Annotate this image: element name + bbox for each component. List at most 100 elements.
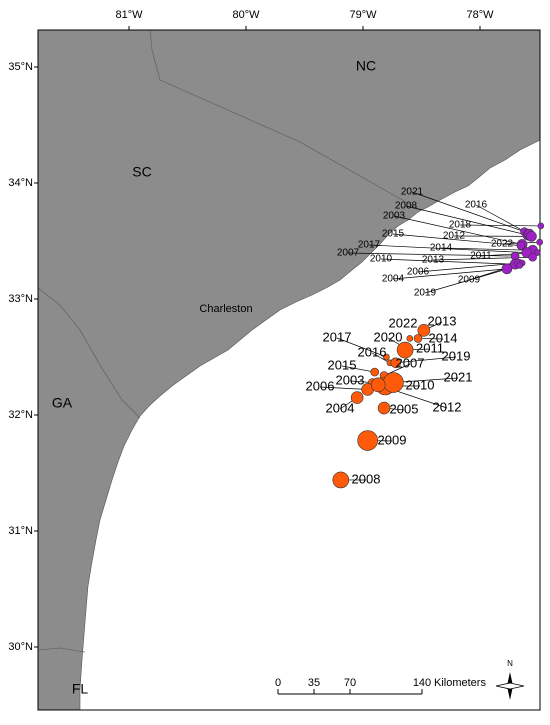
- scale-label: 35: [308, 677, 320, 689]
- leader-line: [347, 252, 516, 257]
- leader-line: [368, 244, 527, 253]
- year-label: 2016: [358, 344, 387, 359]
- state-label: FL: [72, 681, 89, 697]
- ga-sc-border: [38, 287, 141, 419]
- year-label: 2010: [370, 254, 393, 265]
- year-label: 2020: [374, 329, 403, 344]
- leader-line: [380, 258, 516, 265]
- state-label: SC: [132, 164, 151, 180]
- state-label: GA: [52, 395, 73, 411]
- leader-line: [417, 262, 519, 273]
- year-label: 2004: [326, 400, 355, 415]
- leader-line: [405, 205, 529, 236]
- nc-sc-border: [149, 30, 421, 211]
- year-label: 2011: [470, 251, 492, 262]
- state-label: NC: [356, 58, 376, 74]
- year-label: 2006: [407, 267, 430, 278]
- lon-tick-label: 80°W: [232, 9, 260, 21]
- year-label: 2013: [428, 313, 457, 328]
- scale-unit: Kilometers: [434, 677, 486, 689]
- lat-tick-label: 31°N: [8, 525, 33, 537]
- point: [537, 222, 545, 230]
- scale-label: 140: [413, 677, 431, 689]
- leader-line: [393, 215, 523, 245]
- lat-tick-label: 32°N: [8, 409, 33, 421]
- point: [332, 471, 350, 489]
- point: [417, 324, 431, 337]
- year-label: 2003: [383, 211, 406, 222]
- year-label: 2017: [323, 329, 352, 344]
- year-label: 2019: [442, 348, 471, 363]
- year-label: 2007: [337, 248, 360, 259]
- point: [534, 249, 541, 256]
- year-label: 2013: [422, 255, 445, 266]
- year-label: 2021: [444, 369, 473, 384]
- point: [377, 401, 391, 415]
- point: [370, 367, 380, 377]
- lat-tick-label: 33°N: [8, 293, 33, 305]
- year-label: 2008: [395, 201, 418, 212]
- year-label: 2014: [430, 243, 453, 254]
- leader-line: [341, 365, 375, 373]
- point: [516, 262, 524, 269]
- year-label: 2012: [443, 231, 466, 242]
- point: [350, 391, 364, 404]
- year-label: 2009: [378, 432, 407, 447]
- point: [501, 263, 513, 275]
- year-label: 2017: [358, 240, 381, 251]
- land: [38, 30, 540, 710]
- scale-label: 0: [275, 677, 281, 689]
- point: [528, 252, 537, 262]
- city-label: Charleston: [199, 303, 252, 315]
- lon-tick-label: 81°W: [115, 9, 143, 21]
- lat-tick-label: 34°N: [8, 177, 33, 189]
- leader-line: [459, 224, 541, 227]
- year-label: 2014: [429, 330, 458, 345]
- year-label: 2019: [414, 288, 437, 299]
- year-label: 2005: [390, 401, 419, 416]
- scale-label: 70: [344, 677, 356, 689]
- point: [390, 357, 402, 369]
- year-label: 2011: [416, 340, 444, 355]
- north-label: N: [507, 659, 513, 668]
- leader-line: [371, 352, 391, 364]
- point: [383, 353, 390, 361]
- lat-tick-label: 35°N: [8, 61, 33, 73]
- point: [536, 238, 543, 246]
- point: [357, 430, 378, 451]
- land-group: [38, 30, 540, 710]
- year-label: 2006: [306, 378, 335, 393]
- leader-line: [411, 191, 525, 233]
- year-label: 2007: [396, 355, 425, 370]
- year-label: 2008: [352, 471, 381, 486]
- year-label: 2003: [336, 372, 365, 387]
- point: [383, 372, 404, 393]
- leader-line: [395, 356, 457, 364]
- year-label: 2022: [389, 315, 418, 330]
- leader-line: [393, 377, 459, 383]
- leader-line: [440, 247, 533, 251]
- year-label: 2010: [406, 377, 435, 392]
- point: [396, 341, 414, 359]
- point: [406, 335, 414, 342]
- lat-tick-label: 30°N: [8, 641, 33, 653]
- leader-line: [475, 204, 530, 235]
- year-label: 2012: [433, 399, 462, 414]
- leader-line: [336, 337, 387, 358]
- north-arrow: N: [495, 659, 525, 700]
- leader-line: [319, 386, 368, 390]
- lon-tick-label: 79°W: [349, 9, 377, 21]
- leader-line: [392, 268, 507, 280]
- year-label: 2015: [382, 229, 405, 240]
- year-label: 2015: [328, 357, 357, 372]
- point: [413, 334, 423, 343]
- year-label: 2016: [465, 200, 488, 211]
- map-frame: [37, 29, 541, 711]
- year-label: 2022: [491, 239, 514, 250]
- fl-ga-border: [38, 647, 86, 653]
- leader-line: [392, 233, 521, 246]
- point: [526, 231, 537, 242]
- year-label: 2004: [382, 274, 405, 285]
- point: [516, 241, 526, 250]
